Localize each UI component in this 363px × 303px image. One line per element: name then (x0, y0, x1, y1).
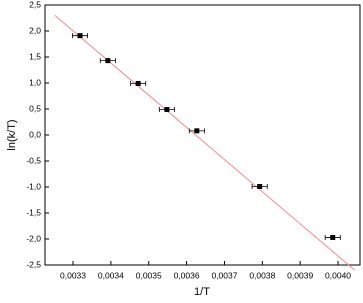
fit-line (54, 15, 356, 271)
x-tick-label: 0,0040 (325, 270, 351, 280)
data-point (164, 107, 170, 113)
y-tick-label: 0,0 (29, 129, 41, 139)
x-tick-label: 0,0039 (287, 270, 313, 280)
y-axis-label: ln(k/T) (6, 119, 18, 150)
y-tick-label: -2,0 (26, 233, 41, 243)
y-tick-label: 0,5 (29, 103, 41, 113)
y-tick-label: -1,0 (26, 181, 41, 191)
y-tick-label: 1,5 (29, 51, 41, 61)
y-tick-label: 1,0 (29, 77, 41, 87)
data-point (77, 33, 83, 39)
x-tick-label: 0,0033 (60, 270, 86, 280)
data-point (257, 183, 263, 189)
x-axis-label: 1/T (194, 286, 210, 298)
y-tick-label: -0,5 (26, 155, 41, 165)
y-tick-label: 2,5 (29, 0, 41, 9)
data-point (330, 234, 336, 240)
data-point (105, 58, 111, 64)
y-tick-label: -2,5 (26, 259, 41, 269)
x-tick-label: 0,0036 (174, 270, 200, 280)
x-tick-label: 0,0038 (249, 270, 275, 280)
x-tick-label: 0,0035 (136, 270, 162, 280)
data-point (194, 128, 200, 134)
y-tick-label: -1,5 (26, 207, 41, 217)
x-tick-label: 0,0034 (98, 270, 124, 280)
plot-frame (44, 4, 361, 266)
data-point (135, 81, 141, 87)
y-tick-label: 2,0 (29, 25, 41, 35)
x-tick-label: 0,0037 (211, 270, 237, 280)
